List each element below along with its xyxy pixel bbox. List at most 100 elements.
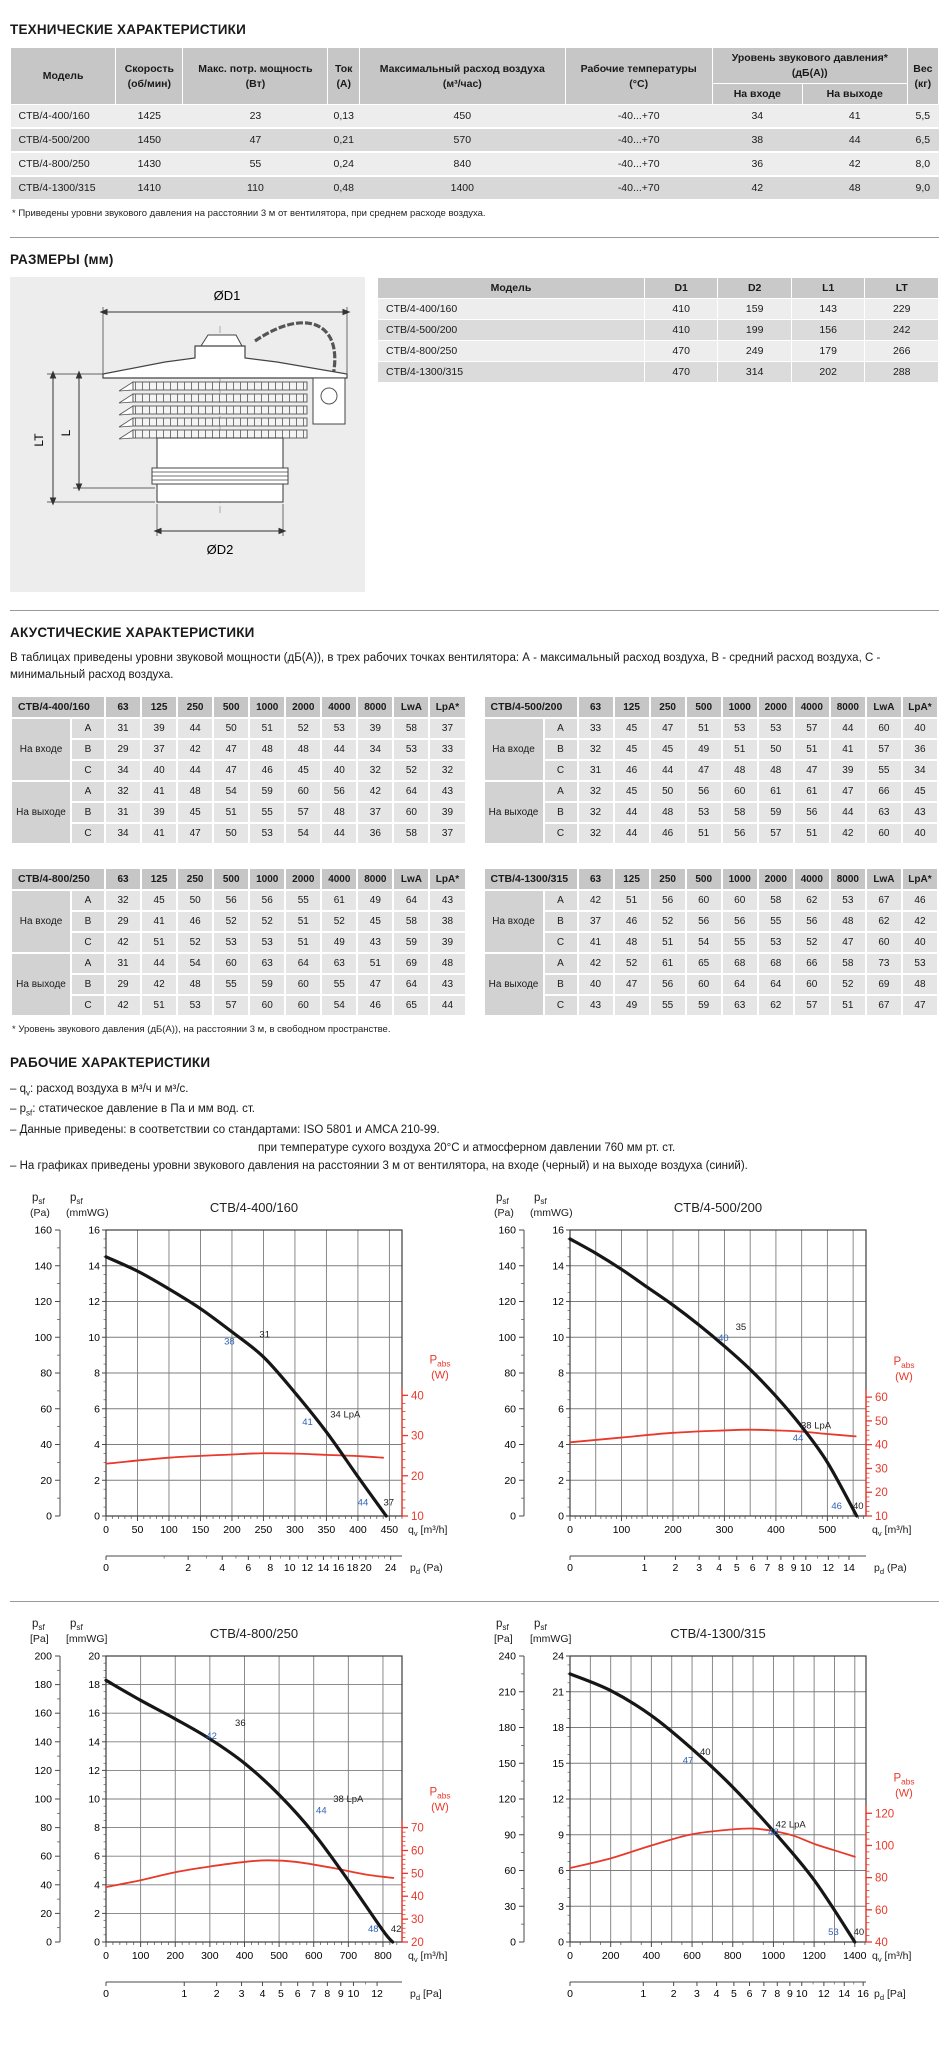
pd-axis-label: pd (Pa) — [874, 1562, 907, 1576]
dimensions-table-wrap: Модель D1 D2 L1 LT CTB/4-400/160 410 159 143 229 C… — [377, 277, 939, 383]
acoustic-section: АКУСТИЧЕСКИЕ ХАРАКТЕРИСТИКИ В таблицах п… — [10, 625, 939, 1035]
qv-tick-label: 1400 — [843, 1950, 867, 1962]
value-cell: 48 — [178, 975, 213, 995]
acoustic-data-row: C 43 49 55 59 63 62 57 51 67 47 — [485, 996, 937, 1016]
value-cell: 48 — [758, 761, 793, 781]
acoustic-data-row: B 32 45 45 49 51 50 51 41 57 36 — [485, 740, 937, 760]
psf-pa-axis-unit: [Pa] — [30, 1633, 49, 1645]
value-cell: 60 — [722, 891, 757, 911]
pd-tick-label: 5 — [278, 1988, 284, 2000]
value-cell: 1410 — [115, 176, 183, 201]
pd-tick-label: 12 — [818, 1988, 830, 2000]
sound-level-label: 42 — [206, 1731, 217, 1742]
acoustic-data-row: B 40 47 56 60 64 64 60 52 69 48 — [485, 975, 937, 995]
pabs-tick-label: 30 — [411, 1914, 424, 1926]
tech-table-row: CTB/4-400/160 1425 23 0,13 450 -40...+70 34 41 5… — [10, 104, 939, 129]
tech-column-header: Максимальный расход воздуха (м³/час) — [359, 47, 566, 105]
power-curve — [105, 1859, 395, 1888]
point-label-cell: B — [544, 803, 577, 823]
lt-label: LT — [32, 433, 46, 447]
fan-dimension-drawing: ØD1 — [32, 288, 351, 557]
value-cell: 37 — [430, 719, 465, 739]
group-label-cell: На входе — [12, 891, 70, 953]
tech-subheader-row: На входе На выходе — [11, 83, 939, 105]
chart-title: CTB/4-400/160 — [210, 1200, 298, 1215]
acoustic-title: АКУСТИЧЕСКИЕ ХАРАКТЕРИСТИКИ — [10, 625, 255, 640]
pa-tick-label: 0 — [510, 1510, 516, 1522]
group-label-cell: На выходе — [12, 782, 70, 844]
acoustic-model-header: CTB/4-400/160 — [12, 697, 105, 718]
pabs-tick-label: 40 — [411, 1891, 424, 1903]
value-cell: 32 — [430, 761, 465, 781]
value-cell: 53 — [830, 891, 865, 911]
performance-section: РАБОЧИЕ ХАРАКТЕРИСТИКИ – qv: расход возд… — [10, 1055, 939, 2008]
value-cell: 1450 — [115, 128, 183, 153]
pabs-tick-label: 60 — [411, 1845, 424, 1857]
value-cell: 53 — [214, 933, 249, 953]
pa-tick-label: 120 — [498, 1793, 516, 1805]
value-cell: 41 — [830, 740, 865, 760]
power-curve — [569, 1827, 856, 1869]
pa-tick-label: 100 — [498, 1331, 516, 1343]
tech-table-row: CTB/4-1300/315 1410 110 0,48 1400 -40...+70 42… — [10, 176, 939, 201]
value-cell: 42 — [802, 152, 908, 177]
freq-header: 1000 — [250, 697, 285, 718]
pd-tick-label: 2 — [673, 1562, 679, 1574]
value-cell: 56 — [214, 891, 249, 911]
pabs-axis-title: Pabs — [430, 1354, 451, 1368]
freq-header: 4000 — [794, 697, 829, 718]
pd-tick-label: 12 — [301, 1562, 313, 1574]
value-cell: 64 — [722, 975, 757, 995]
freq-header: 4000 — [322, 869, 357, 890]
qv-tick-label: 0 — [567, 1524, 573, 1536]
value-cell: 64 — [758, 975, 793, 995]
mmwg-tick-label: 10 — [552, 1331, 564, 1343]
acoustic-data-row: B 31 39 45 51 55 57 48 37 60 39 — [12, 803, 465, 823]
value-cell: 39 — [830, 761, 865, 781]
pd-tick-label: 10 — [796, 1988, 808, 2000]
point-label-cell: A — [544, 954, 577, 974]
value-cell: 42 — [358, 782, 393, 802]
pa-tick-label: 160 — [34, 1224, 52, 1236]
pd-tick-label: 4 — [714, 1988, 720, 2000]
point-label-cell: A — [544, 719, 577, 739]
value-cell: 32 — [578, 824, 613, 844]
value-cell: 43 — [358, 933, 393, 953]
qv-tick-label: 300 — [286, 1524, 304, 1536]
acoustic-data-row: На входе A 32 45 50 56 56 55 61 49 64 43 — [12, 891, 465, 953]
chart-2: CTB/4-800/250 psf [Pa] psf [mmWG] 0 20 40 60 80 10… — [10, 1612, 474, 2009]
acoustic-data-row: C 31 46 44 47 48 48 47 39 55 34 — [485, 761, 937, 781]
value-cell: 60 — [794, 975, 829, 995]
acoustic-data-row: C 42 51 53 57 60 60 54 46 65 44 — [12, 996, 465, 1016]
mmwg-tick-label: 9 — [558, 1829, 564, 1841]
acoustic-data-row: B 29 41 46 52 52 51 52 45 58 38 — [12, 912, 465, 932]
value-cell: 64 — [394, 891, 429, 911]
value-cell: 57 — [286, 803, 321, 823]
performance-chart-CTB/4-500/200: CTB/4-500/200psf(Pa)psf(mmWG)02040608010… — [494, 1192, 915, 1576]
acoustic-model-header: CTB/4-800/250 — [12, 869, 105, 890]
point-label-cell: C — [72, 996, 105, 1016]
pabs-tick-label: 20 — [411, 1937, 424, 1949]
charts-row-2: CTB/4-800/250 psf [Pa] psf [mmWG] 0 20 40 60 80 10… — [10, 1612, 939, 2009]
pabs-axis-title: Pabs — [894, 1356, 915, 1370]
tech-subcolumn-header: На выходе — [801, 83, 908, 105]
pd-tick-label: 2 — [671, 1988, 677, 2000]
value-cell: 41 — [142, 912, 177, 932]
pabs-tick-label: 70 — [411, 1822, 424, 1834]
point-label-cell: B — [72, 912, 105, 932]
performance-notes: – qv: расход воздуха в м³/ч и м³/с. – psf… — [10, 1080, 939, 1175]
chart-title: CTB/4-800/250 — [210, 1626, 298, 1641]
value-cell: -40...+70 — [565, 128, 713, 153]
value-cell: 44 — [802, 128, 908, 153]
value-cell: 56 — [250, 891, 285, 911]
pa-tick-label: 0 — [46, 1936, 52, 1948]
value-cell: 48 — [830, 912, 865, 932]
model-cell: CTB/4-1300/315 — [377, 361, 645, 383]
cap-hat — [200, 334, 243, 347]
value-cell: 41 — [142, 824, 177, 844]
value-cell: 47 — [830, 933, 865, 953]
pabs-axis-unit: (W) — [895, 1371, 913, 1383]
sound-level-label: 38 LpA — [333, 1794, 364, 1805]
value-cell: 156 — [790, 319, 866, 341]
